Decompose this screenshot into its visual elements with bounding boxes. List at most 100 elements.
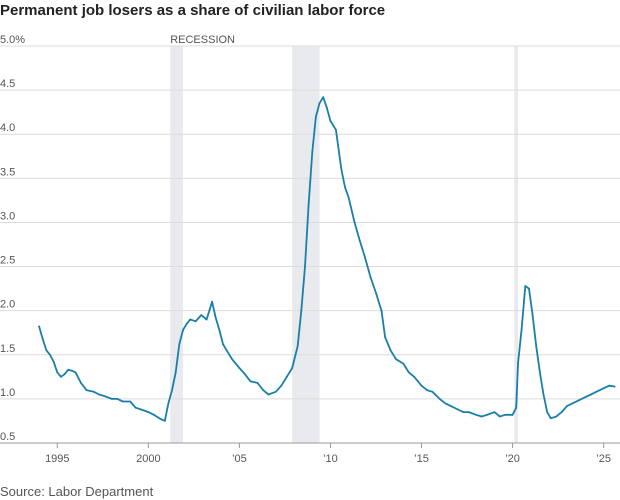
data-point	[140, 408, 143, 411]
y-tick-label: 3.5	[0, 166, 15, 178]
data-point	[116, 398, 119, 400]
data-point	[63, 373, 66, 376]
data-point	[85, 389, 88, 391]
x-tick-label: ’05	[232, 453, 247, 465]
data-point	[515, 406, 518, 409]
data-point	[535, 345, 538, 347]
data-point	[304, 265, 306, 268]
y-tick-label: 1.5	[0, 343, 15, 355]
data-point	[92, 390, 95, 393]
data-point	[52, 360, 55, 363]
data-point	[520, 327, 523, 330]
data-point	[590, 393, 592, 396]
x-axis-ticks: 1995 2000 ’05 ’10 ’15 ’20 ’25	[0, 442, 620, 465]
data-point	[222, 343, 224, 346]
y-tick-label: 2.5	[0, 255, 15, 267]
data-point	[49, 353, 51, 356]
y-tick-label: 3.0	[0, 210, 15, 222]
data-point	[262, 389, 264, 391]
data-point	[134, 406, 137, 409]
data-point	[98, 393, 101, 396]
data-point	[364, 256, 366, 259]
data-point	[174, 371, 177, 374]
data-point	[129, 400, 132, 403]
data-point	[555, 415, 558, 418]
data-point	[231, 358, 234, 361]
data-point	[256, 382, 259, 384]
data-point	[80, 382, 82, 384]
data-point	[546, 411, 549, 413]
data-point	[344, 186, 346, 189]
data-point	[384, 336, 386, 338]
y-tick-label: 2.0	[0, 299, 15, 311]
data-point	[267, 393, 270, 396]
data-point	[571, 402, 574, 405]
data-point	[549, 417, 552, 420]
data-point	[41, 338, 44, 340]
data-point	[167, 402, 170, 405]
data-point	[103, 395, 106, 398]
data-point	[480, 415, 483, 418]
data-point	[158, 417, 161, 420]
data-point	[318, 102, 321, 105]
data-point	[389, 349, 392, 352]
data-point	[307, 203, 310, 206]
data-point	[524, 285, 527, 287]
data-point	[325, 106, 328, 109]
data-point	[602, 387, 605, 390]
data-point	[45, 349, 48, 352]
data-point	[291, 367, 294, 369]
data-point	[322, 96, 325, 99]
data-point	[402, 362, 405, 365]
data-point	[475, 413, 477, 416]
y-axis-ticks: 5.0% 4.5 4.0 3.5 3.0 2.5 2.0 1.5 1.0 0.5	[0, 34, 25, 443]
x-tick-label: ’20	[505, 453, 520, 465]
data-point	[517, 362, 519, 365]
x-tick-label: 1995	[45, 453, 69, 465]
data-point	[244, 373, 246, 376]
data-point	[189, 318, 192, 321]
data-point	[560, 411, 563, 413]
data-point	[358, 239, 361, 242]
data-point	[60, 375, 62, 378]
data-point	[375, 292, 377, 294]
data-point	[171, 389, 173, 391]
data-point	[498, 415, 501, 418]
recession-bands	[170, 46, 519, 443]
data-point	[420, 384, 423, 387]
data-point	[238, 367, 241, 369]
data-point	[347, 196, 350, 199]
data-point	[67, 368, 70, 371]
data-point	[457, 408, 459, 411]
chart-source: Source: Labor Department	[0, 484, 154, 499]
data-point	[340, 168, 343, 171]
data-point	[249, 380, 252, 383]
data-point	[413, 375, 416, 378]
x-tick-label: ’25	[596, 453, 611, 465]
data-point	[111, 398, 113, 400]
data-point	[274, 390, 277, 393]
data-point	[395, 358, 397, 361]
recession-band-3	[514, 46, 519, 443]
data-point	[449, 405, 452, 407]
data-point	[185, 323, 188, 325]
data-point	[380, 309, 383, 312]
recession-band-1	[170, 46, 183, 443]
data-point	[163, 420, 166, 422]
data-point	[56, 371, 59, 374]
data-point	[504, 413, 507, 416]
y-tick-label: 4.5	[0, 78, 15, 90]
data-point	[407, 371, 410, 374]
data-point	[493, 411, 496, 413]
x-tick-label: ’15	[414, 453, 429, 465]
data-point	[225, 349, 228, 352]
data-point	[71, 369, 73, 372]
data-point	[528, 287, 530, 290]
data-point	[311, 151, 314, 153]
data-point	[595, 390, 598, 393]
x-tick-label: 2000	[136, 453, 160, 465]
data-point	[531, 314, 534, 316]
data-point	[214, 316, 217, 319]
data-point	[468, 411, 470, 413]
data-point	[194, 320, 197, 323]
